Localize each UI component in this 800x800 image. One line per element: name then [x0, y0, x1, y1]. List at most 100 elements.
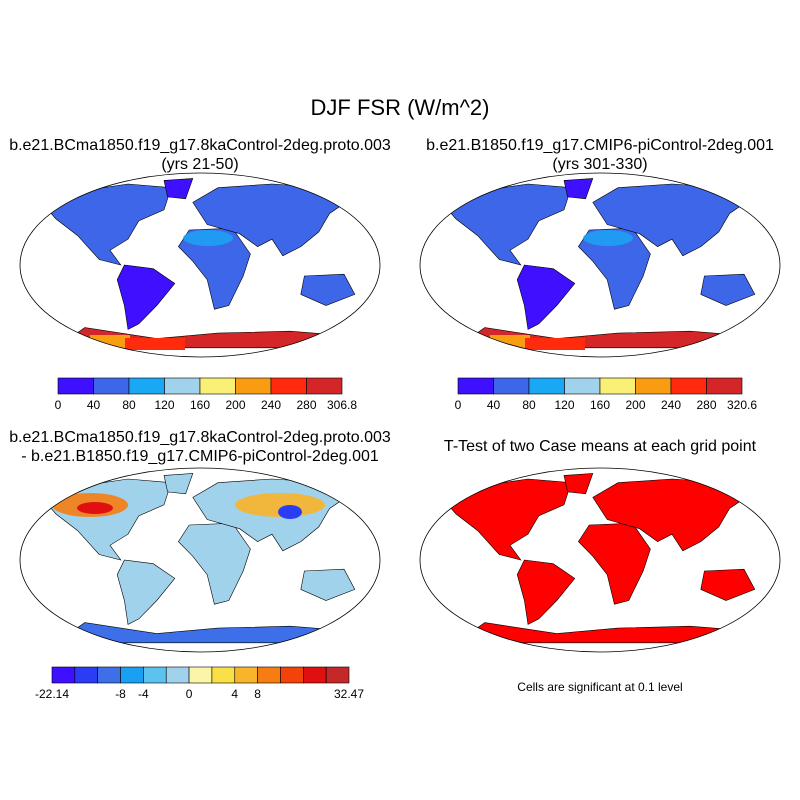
desert-band — [583, 230, 633, 246]
colorbar-swatch — [457, 377, 494, 395]
colorbar-swatch — [51, 666, 76, 684]
panel-title-case-2: b.e21.B1850.f19_g17.CMIP6-piControl-2deg… — [400, 136, 800, 174]
antarctic-rim — [90, 335, 130, 350]
panel-title-line: b.e21.BCma1850.f19_g17.8kaControl-2deg.p… — [9, 429, 391, 446]
colorbar-tick-label: 8 — [254, 687, 261, 701]
colorbar-swatch — [257, 666, 281, 684]
panel-subtitle: (yrs 21-50) — [161, 156, 239, 173]
continent-eurasia — [192, 183, 352, 257]
colorbar-swatch — [325, 666, 350, 684]
colorbar-swatch — [164, 377, 201, 395]
colorbar-swatch — [306, 377, 343, 395]
colorbar-tick-label: 4 — [231, 687, 238, 701]
colorbar-swatch — [635, 377, 672, 395]
colorbar-tick-label: -22.14 — [35, 687, 69, 701]
colorbar-tick-label: 40 — [87, 398, 101, 412]
antarctic-rim — [125, 338, 185, 350]
panel-title-t-test: T-Test of two Case means at each grid po… — [400, 437, 800, 456]
colorbar-swatch — [670, 377, 707, 395]
colorbar-case-1: 0 40 80 120 160 200 240 280 306.8 — [55, 377, 357, 412]
colorbar-swatch — [143, 666, 167, 684]
colorbar-tick-label: 320.6 — [727, 398, 757, 412]
colorbar-tick-label: 80 — [522, 398, 536, 412]
map-difference — [19, 467, 381, 653]
colorbar-swatch — [493, 377, 530, 395]
colorbar-swatch — [93, 377, 130, 395]
desert-band — [183, 230, 233, 246]
colorbar-tick-label: 0 — [55, 398, 62, 412]
colorbar-swatch — [199, 377, 236, 395]
continent-australia — [300, 273, 356, 306]
continent-australia — [700, 568, 756, 601]
antarctic-rim — [525, 338, 585, 350]
colorbar-tick-label: 280 — [696, 398, 716, 412]
colorbar-tick-label: -8 — [115, 687, 126, 701]
colorbar-tick-label: 120 — [154, 398, 174, 412]
diff-anomaly-patch — [77, 502, 113, 514]
colorbar-tick-label: 160 — [590, 398, 610, 412]
colorbar-tick-label: 40 — [487, 398, 501, 412]
panel-title-line: b.e21.B1850.f19_g17.CMIP6-piControl-2deg… — [426, 137, 774, 154]
continent-eurasia — [592, 183, 752, 257]
diff-anomaly-patch — [278, 505, 302, 519]
antarctic-rim — [490, 335, 530, 350]
colorbar-swatch — [165, 666, 190, 684]
panel-title-difference: b.e21.BCma1850.f19_g17.8kaControl-2deg.p… — [0, 428, 400, 466]
panel-title-line: T-Test of two Case means at each grid po… — [443, 438, 757, 455]
colorbar-swatch — [235, 377, 272, 395]
colorbar-tick-label: 306.8 — [327, 398, 357, 412]
colorbar-tick-label: 200 — [625, 398, 645, 412]
colorbar-swatch — [303, 666, 327, 684]
colorbar-tick-label: 0 — [455, 398, 462, 412]
colorbar-tick-label: 240 — [661, 398, 681, 412]
map-border — [419, 172, 781, 358]
colorbar-tick-label: 32.47 — [334, 687, 364, 701]
panel-subtitle: (yrs 301-330) — [552, 156, 648, 173]
colorbar-tick-label: 120 — [554, 398, 574, 412]
colorbar-swatch — [211, 666, 236, 684]
colorbar-tick-label: 80 — [122, 398, 136, 412]
colorbar-swatch — [97, 666, 121, 684]
continent-greenland — [163, 473, 194, 495]
colorbar-swatch — [280, 666, 304, 684]
colorbar-swatch — [120, 666, 144, 684]
colorbar-tick-label: 200 — [225, 398, 245, 412]
continent-africa — [178, 227, 251, 310]
continent-greenland — [563, 178, 594, 200]
colorbar-tick-label: 240 — [261, 398, 281, 412]
map-border — [419, 467, 781, 653]
diff-anomaly-patch — [235, 493, 325, 517]
colorbar-difference: -22.14 -8 -4 0 4 8 32.47 — [35, 666, 364, 701]
map-case-2 — [419, 172, 781, 358]
colorbar-swatch — [599, 377, 636, 395]
colorbar-tick-label: -4 — [138, 687, 149, 701]
significance-note: Cells are significant at 0.1 level — [517, 680, 683, 694]
colorbar-swatch — [270, 377, 307, 395]
map-t-test — [419, 467, 781, 653]
map-border — [19, 172, 381, 358]
continent-south-america — [516, 559, 576, 625]
map-case-1 — [19, 172, 381, 358]
colorbar-swatch — [706, 377, 743, 395]
continent-south-america — [516, 264, 576, 330]
continent-south-america — [116, 559, 176, 625]
continent-africa — [178, 522, 251, 605]
colorbar-tick-label: 160 — [190, 398, 210, 412]
panel-title-line: b.e21.BCma1850.f19_g17.8kaControl-2deg.p… — [9, 137, 391, 154]
continent-eurasia — [592, 478, 752, 552]
continent-australia — [300, 568, 356, 601]
continent-south-america — [116, 264, 176, 330]
colorbar-swatch — [57, 377, 94, 395]
figure-title: DJF FSR (W/m^2) — [310, 95, 490, 120]
continent-greenland — [563, 473, 594, 495]
colorbar-swatch — [234, 666, 258, 684]
map-border — [19, 467, 381, 653]
continent-australia — [700, 273, 756, 306]
colorbar-tick-label: 280 — [296, 398, 316, 412]
colorbar-swatch — [188, 666, 213, 684]
panel-subtitle: - b.e21.B1850.f19_g17.CMIP6-piControl-2d… — [21, 448, 379, 465]
colorbar-tick-label: 0 — [186, 687, 193, 701]
colorbar-swatch — [74, 666, 98, 684]
continent-africa — [578, 522, 651, 605]
